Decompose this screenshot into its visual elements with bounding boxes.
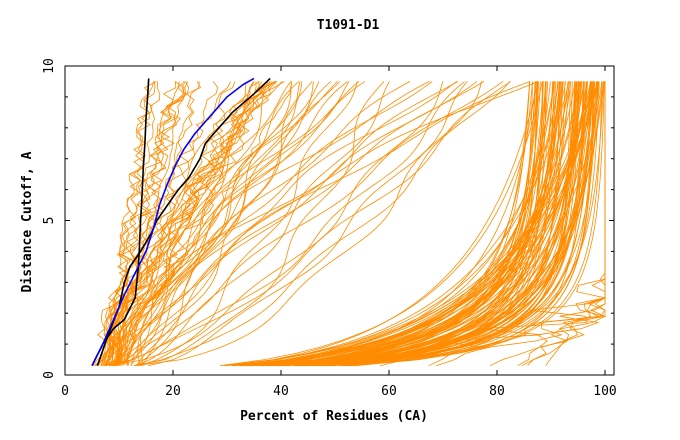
x-tick-label: 80	[489, 384, 505, 399]
model-curve	[102, 81, 314, 367]
model-curve	[148, 81, 468, 367]
model-curve	[311, 81, 580, 367]
y-tick-label: 5	[42, 217, 57, 225]
model-curve	[116, 81, 277, 366]
model-curve	[285, 81, 582, 367]
model-curve	[323, 81, 599, 367]
model-curve	[113, 81, 200, 366]
model-curve	[100, 81, 157, 366]
model-curve	[320, 81, 585, 367]
model-curve	[320, 81, 556, 367]
model-curve	[117, 81, 411, 366]
model-curve	[95, 81, 433, 366]
model-curve	[134, 81, 482, 367]
model-curve	[347, 81, 605, 367]
y-axis-label: Distance Cutoff, A	[20, 151, 35, 292]
model-curve	[325, 81, 593, 367]
model-curve	[269, 81, 571, 367]
model-curve	[109, 81, 444, 367]
black-highlight-line-1	[96, 77, 271, 366]
model-curve	[106, 81, 277, 367]
model-curve	[435, 81, 606, 367]
model-curve	[140, 81, 332, 366]
model-curve	[122, 81, 292, 366]
model-curve	[220, 81, 543, 367]
model-curve	[110, 81, 155, 366]
model-curve	[293, 81, 576, 367]
model-curve	[133, 81, 385, 367]
model-curve	[225, 81, 595, 367]
model-curve	[104, 81, 301, 367]
model-curve	[97, 81, 185, 366]
model-curve	[103, 81, 161, 366]
model-curve	[113, 81, 511, 367]
x-tick-label: 20	[165, 384, 181, 399]
model-curve	[94, 81, 292, 367]
model-curve	[282, 81, 563, 367]
model-curve	[237, 81, 594, 367]
model-curve	[136, 81, 478, 366]
model-curve	[270, 81, 541, 367]
model-curve	[108, 81, 366, 366]
model-curve	[298, 81, 555, 367]
model-curve	[274, 81, 537, 367]
model-curve	[257, 81, 570, 367]
model-curve	[266, 81, 561, 367]
model-curve	[115, 81, 269, 366]
model-curve	[305, 81, 553, 367]
model-curve	[111, 81, 348, 366]
model-curve	[130, 81, 320, 366]
model-curve	[113, 81, 338, 366]
model-curve	[293, 81, 539, 367]
model-curve	[125, 81, 283, 366]
model-lines	[92, 81, 607, 367]
x-axis-label: Percent of Residues (CA)	[240, 409, 428, 424]
black-highlight-line-0	[91, 78, 150, 367]
y-tick-label: 0	[42, 371, 57, 379]
model-curve	[269, 81, 533, 367]
axis-ticks: 0 20 40 60 80 100 0 5 10	[42, 58, 617, 399]
model-curve	[273, 81, 588, 367]
model-curve	[92, 81, 539, 366]
model-curve	[304, 81, 587, 367]
model-curve	[270, 81, 587, 367]
model-curve	[105, 81, 465, 367]
x-tick-label: 100	[593, 384, 616, 399]
model-curve	[126, 81, 278, 366]
model-curve	[330, 81, 594, 367]
model-curve	[140, 81, 358, 367]
model-curve	[302, 81, 566, 367]
blue-highlight-line-2	[91, 77, 255, 367]
model-curve	[307, 81, 594, 367]
highlight-lines	[91, 77, 271, 367]
model-curve	[92, 81, 485, 366]
x-tick-label: 60	[381, 384, 397, 399]
model-curve	[142, 81, 457, 366]
x-tick-label: 40	[273, 384, 289, 399]
model-curve	[113, 81, 430, 366]
model-curve	[240, 81, 555, 367]
model-curve	[131, 81, 459, 366]
model-curve	[135, 81, 390, 367]
model-curve	[323, 81, 600, 367]
x-tick-label: 0	[61, 384, 69, 399]
model-curve	[351, 81, 603, 367]
model-curve	[126, 81, 299, 366]
model-curve	[231, 81, 569, 367]
model-curve	[320, 81, 538, 367]
chart-title: T1091-D1	[317, 18, 380, 33]
model-curve	[120, 81, 292, 367]
model-curve	[118, 81, 504, 367]
model-curve	[137, 81, 511, 367]
y-tick-label: 10	[42, 58, 57, 74]
model-curve	[110, 81, 360, 366]
